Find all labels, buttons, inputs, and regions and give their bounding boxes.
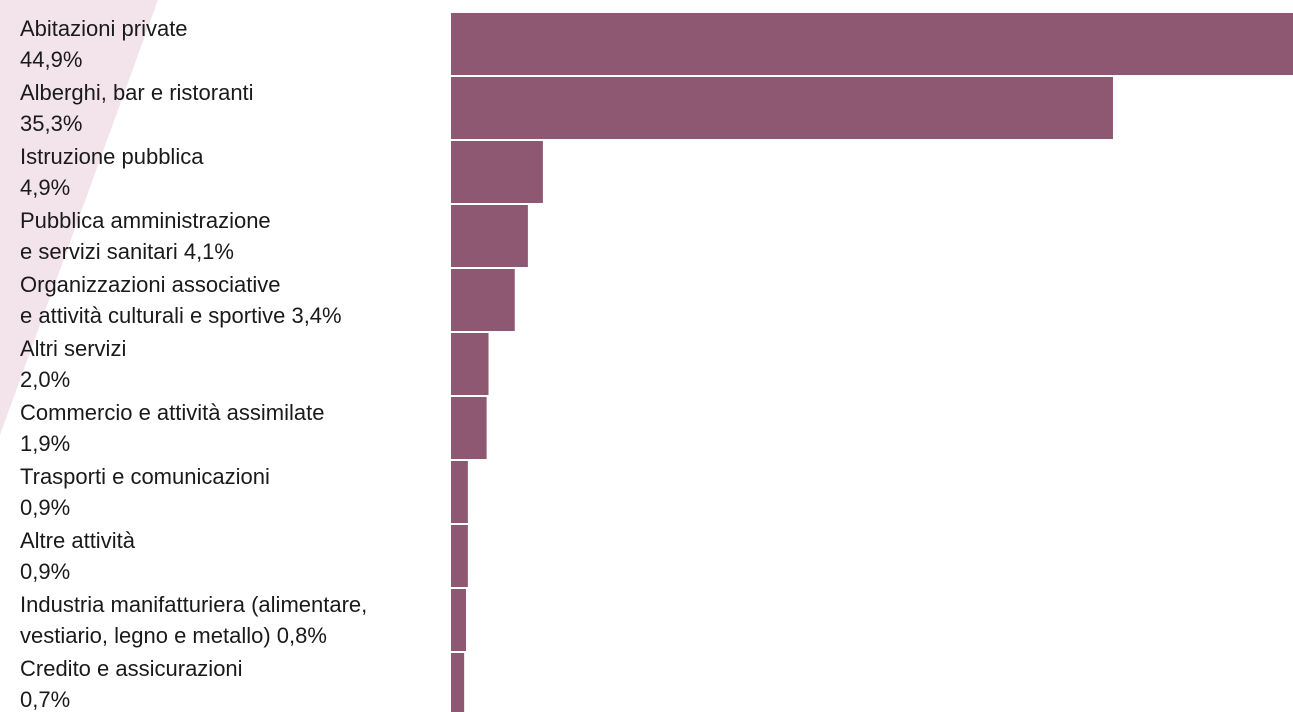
category-labels: Abitazioni private 44,9% Alberghi, bar e r… (0, 0, 450, 712)
category-label-line1: Istruzione pubblica (20, 144, 204, 169)
category-label-line2: 2,0% (20, 367, 71, 392)
category-label-line1: Alberghi, bar e ristoranti (20, 80, 254, 105)
bar-2 (451, 77, 1113, 139)
category-label-line1: Commercio e attività assimilate (20, 400, 325, 425)
bar-10 (451, 589, 466, 651)
category-label-1: Abitazioni private 44,9% (20, 13, 450, 77)
category-label-10: Industria manifatturiera (alimentare, ves… (20, 589, 450, 653)
category-label-line1: Organizzazioni associative (20, 272, 281, 297)
category-label-line1: Industria manifatturiera (alimentare, (20, 592, 368, 617)
category-label-6: Altri servizi 2,0% (20, 333, 450, 397)
category-label-line2: e attività culturali e sportive 3,4% (20, 303, 342, 328)
category-label-11: Credito e assicurazioni 0,7% (20, 653, 450, 712)
category-label-7: Commercio e attività assimilate 1,9% (20, 397, 450, 461)
category-label-line1: Altre attività (20, 528, 135, 553)
category-label-line1: Altri servizi (20, 336, 127, 361)
bar-7 (451, 397, 487, 459)
category-label-line2: 44,9% (20, 47, 83, 72)
diagonal-stripe-shape (0, 0, 158, 435)
category-label-line1: Trasporti e comunicazioni (20, 464, 270, 489)
category-label-line2: 0,9% (20, 559, 71, 584)
category-label-line1: Pubblica amministrazione (20, 208, 271, 233)
category-label-line1: Credito e assicurazioni (20, 656, 243, 681)
category-label-line1: Abitazioni private (20, 16, 188, 41)
category-label-3: Istruzione pubblica 4,9% (20, 141, 450, 205)
bar-1 (451, 13, 1293, 75)
category-label-5: Organizzazioni associative e attività cul… (20, 269, 450, 333)
bar-11 (451, 653, 465, 712)
category-label-line2: vestiario, legno e metallo) 0,8% (20, 623, 327, 648)
category-label-line2: e servizi sanitari 4,1% (20, 239, 234, 264)
bar-9 (451, 525, 468, 587)
category-label-line2: 0,7% (20, 687, 71, 712)
bar-5 (451, 269, 515, 331)
category-label-8: Trasporti e comunicazioni 0,9% (20, 461, 450, 525)
category-label-2: Alberghi, bar e ristoranti 35,3% (20, 77, 450, 141)
category-label-line2: 4,9% (20, 175, 71, 200)
bar-4 (451, 205, 528, 267)
bar-6 (451, 333, 489, 395)
category-label-4: Pubblica amministrazione e servizi sanita… (20, 205, 450, 269)
category-label-line2: 1,9% (20, 431, 71, 456)
category-label-9: Altre attività 0,9% (20, 525, 450, 589)
category-label-line2: 0,9% (20, 495, 71, 520)
bar-3 (451, 141, 543, 203)
category-label-line2: 35,3% (20, 111, 83, 136)
bar-8 (451, 461, 468, 523)
